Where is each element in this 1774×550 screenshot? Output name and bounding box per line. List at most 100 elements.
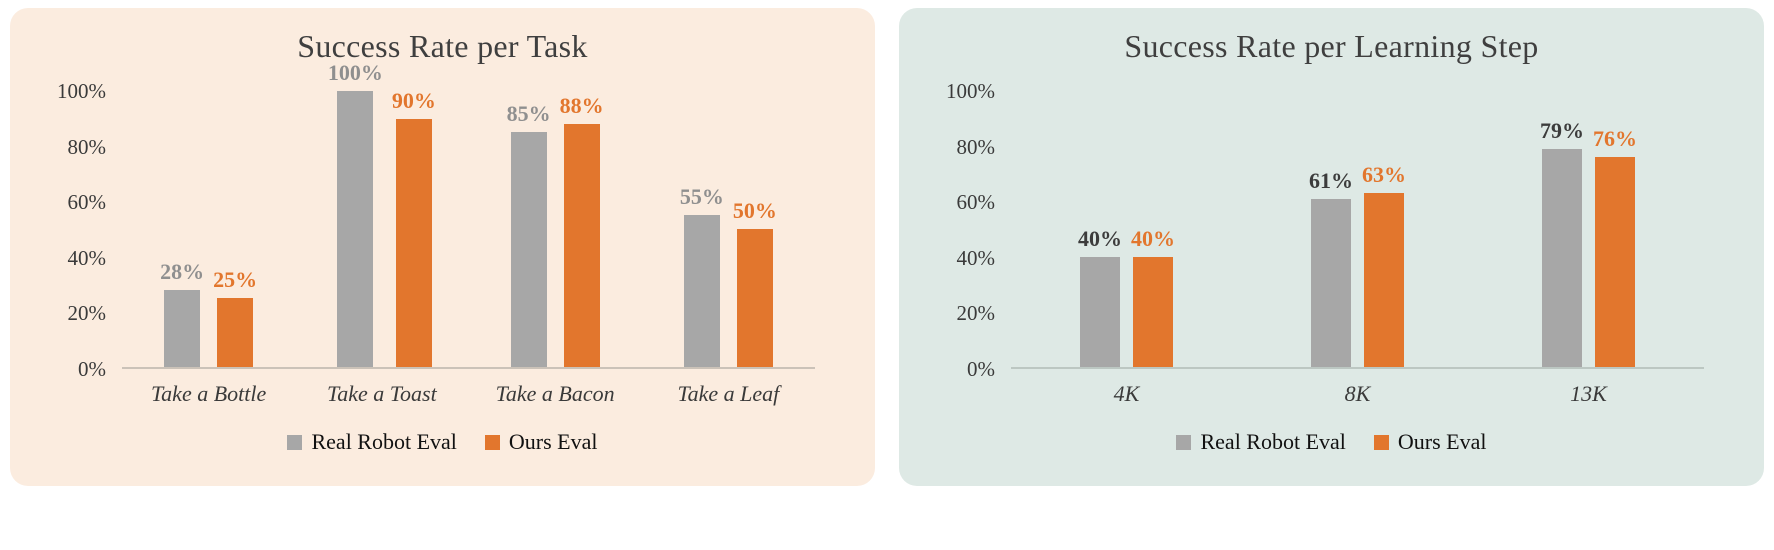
- category-slot: 61% 63%: [1242, 91, 1473, 367]
- bar-value-label: 50%: [732, 198, 777, 223]
- bar-unit: 28%: [160, 259, 204, 367]
- y-axis-tick-label: 20%: [956, 301, 996, 326]
- y-axis-tick-label: 60%: [67, 190, 107, 215]
- y-axis-tick-label: 20%: [67, 301, 107, 326]
- bar: [1364, 193, 1404, 367]
- bar: [563, 124, 600, 367]
- y-axis-tick-label: 100%: [57, 79, 106, 103]
- bar-unit: 50%: [733, 198, 777, 367]
- category-slot: 28% 25%: [122, 91, 295, 367]
- bar-group: 61% 63%: [1309, 162, 1406, 367]
- legend-label: Real Robot Eval: [311, 429, 457, 454]
- bar-value-label: 61%: [1309, 167, 1353, 193]
- bar: [1595, 157, 1635, 367]
- x-axis-category-label: Take a Bottle: [150, 381, 267, 406]
- category-slot: 85% 88%: [469, 91, 642, 367]
- bar-unit: 40%: [1078, 226, 1122, 367]
- bar-value-label: 40%: [1131, 225, 1175, 251]
- bar-value-label: 90%: [391, 87, 436, 113]
- bar: [1311, 198, 1351, 367]
- legend: Real Robot Eval Ours Eval: [36, 429, 849, 455]
- y-axis-tick-label: 100%: [946, 79, 995, 103]
- legend-label: Real Robot Eval: [1200, 429, 1346, 454]
- category-slot: 40% 40%: [1011, 91, 1242, 367]
- legend-item: Real Robot Eval: [287, 429, 457, 455]
- y-axis-tick-label: 60%: [956, 190, 996, 215]
- bar-value-label: 79%: [1540, 117, 1584, 143]
- bar: [395, 118, 432, 367]
- category-slot: 100% 90%: [295, 60, 468, 367]
- bar: [736, 229, 773, 367]
- bar-value-label: 88%: [559, 93, 604, 119]
- x-axis-category-slot: Take a Bottle: [122, 381, 295, 407]
- x-axis-category-slot: Take a Toast: [295, 381, 468, 407]
- bar-group: 28% 25%: [160, 259, 257, 367]
- legend-label: Ours Eval: [508, 429, 598, 454]
- x-axis-category-label: 4K: [1113, 381, 1140, 406]
- x-axis-category-label: 13K: [1570, 381, 1607, 406]
- bar-value-label: 100%: [327, 60, 383, 85]
- y-axis-tick-label: 0%: [78, 357, 106, 381]
- bar: [164, 289, 201, 367]
- bar-group: 100% 90%: [328, 60, 436, 367]
- y-axis-tick-label: 40%: [67, 245, 107, 270]
- plot-area: 40% 40% 61% 63% 79% 76%: [1011, 91, 1704, 369]
- x-axis-category-label: Take a Leaf: [677, 381, 780, 406]
- bar: [217, 298, 254, 367]
- bar-unit: 88%: [560, 93, 604, 367]
- bar-unit: 40%: [1131, 226, 1175, 367]
- x-axis-category-label: Take a Toast: [327, 381, 437, 406]
- bar-unit: 100%: [328, 60, 383, 367]
- bar-group: 79% 76%: [1540, 118, 1637, 367]
- bar-unit: 76%: [1593, 126, 1637, 367]
- bar: [337, 91, 374, 367]
- legend-item: Real Robot Eval: [1176, 429, 1346, 455]
- legend-item: Ours Eval: [484, 429, 598, 455]
- bar-value-label: 40%: [1078, 225, 1122, 251]
- chart-panel-success-rate-per-task: Success Rate per Task 0% 20% 40% 60% 80% 100%…: [10, 8, 875, 486]
- x-axis-category-slot: 4K: [1011, 381, 1242, 407]
- bar-value-label: 63%: [1362, 162, 1406, 188]
- chart-title: Success Rate per Task: [297, 28, 588, 64]
- x-axis-category-slot: 8K: [1242, 381, 1473, 407]
- y-axis-tick-label: 0%: [967, 357, 995, 381]
- x-axis-category-label: Take a Bacon: [495, 381, 615, 406]
- bar-value-label: 85%: [506, 101, 551, 127]
- bar: [1542, 148, 1582, 367]
- bar-unit: 85%: [507, 101, 551, 367]
- chart-title: Success Rate per Learning Step: [1124, 28, 1539, 64]
- y-axis-tick-label: 80%: [67, 134, 107, 159]
- x-axis-category-slot: Take a Bacon: [469, 381, 642, 407]
- bar-unit: 55%: [680, 184, 724, 367]
- plot-column: 40% 40% 61% 63% 79% 76% 4K 8K 13K: [1011, 91, 1738, 407]
- bar: [510, 132, 547, 367]
- bar-value-label: 28%: [160, 258, 205, 284]
- y-axis: 0% 20% 40% 60% 80% 100%: [36, 80, 122, 380]
- legend-swatch: [1176, 434, 1192, 450]
- y-axis-tick-label: 40%: [956, 245, 996, 270]
- legend-label: Ours Eval: [1397, 429, 1487, 454]
- bar-value-label: 76%: [1593, 126, 1637, 152]
- page: Success Rate per Task 0% 20% 40% 60% 80% 100%…: [10, 8, 1764, 486]
- bar-unit: 63%: [1362, 162, 1406, 367]
- bar-unit: 61%: [1309, 168, 1353, 367]
- bar-group: 55% 50%: [680, 184, 777, 367]
- legend: Real Robot Eval Ours Eval: [925, 429, 1738, 455]
- bar-value-label: 55%: [679, 184, 724, 210]
- x-axis-category-slot: 13K: [1473, 381, 1704, 407]
- legend-item: Ours Eval: [1373, 429, 1487, 455]
- bar: [683, 215, 720, 367]
- category-slot: 79% 76%: [1473, 91, 1704, 367]
- y-axis-tick-label: 80%: [956, 134, 996, 159]
- category-slot: 55% 50%: [642, 91, 815, 367]
- bar-group: 40% 40%: [1078, 226, 1175, 367]
- plot-column: 28% 25% 100% 90% 85% 88% 55% 50% Take a Bottle T…: [122, 60, 849, 407]
- bar-unit: 25%: [213, 267, 257, 367]
- x-axis-category-label: 8K: [1344, 381, 1371, 406]
- x-axis: 4K 8K 13K: [1011, 381, 1704, 407]
- x-axis: Take a Bottle Take a Toast Take a Bacon Tak…: [122, 381, 815, 407]
- plot-area: 28% 25% 100% 90% 85% 88% 55% 50%: [122, 60, 815, 369]
- legend-swatch: [287, 434, 303, 450]
- y-axis: 0% 20% 40% 60% 80% 100%: [925, 80, 1011, 380]
- legend-swatch: [484, 434, 500, 450]
